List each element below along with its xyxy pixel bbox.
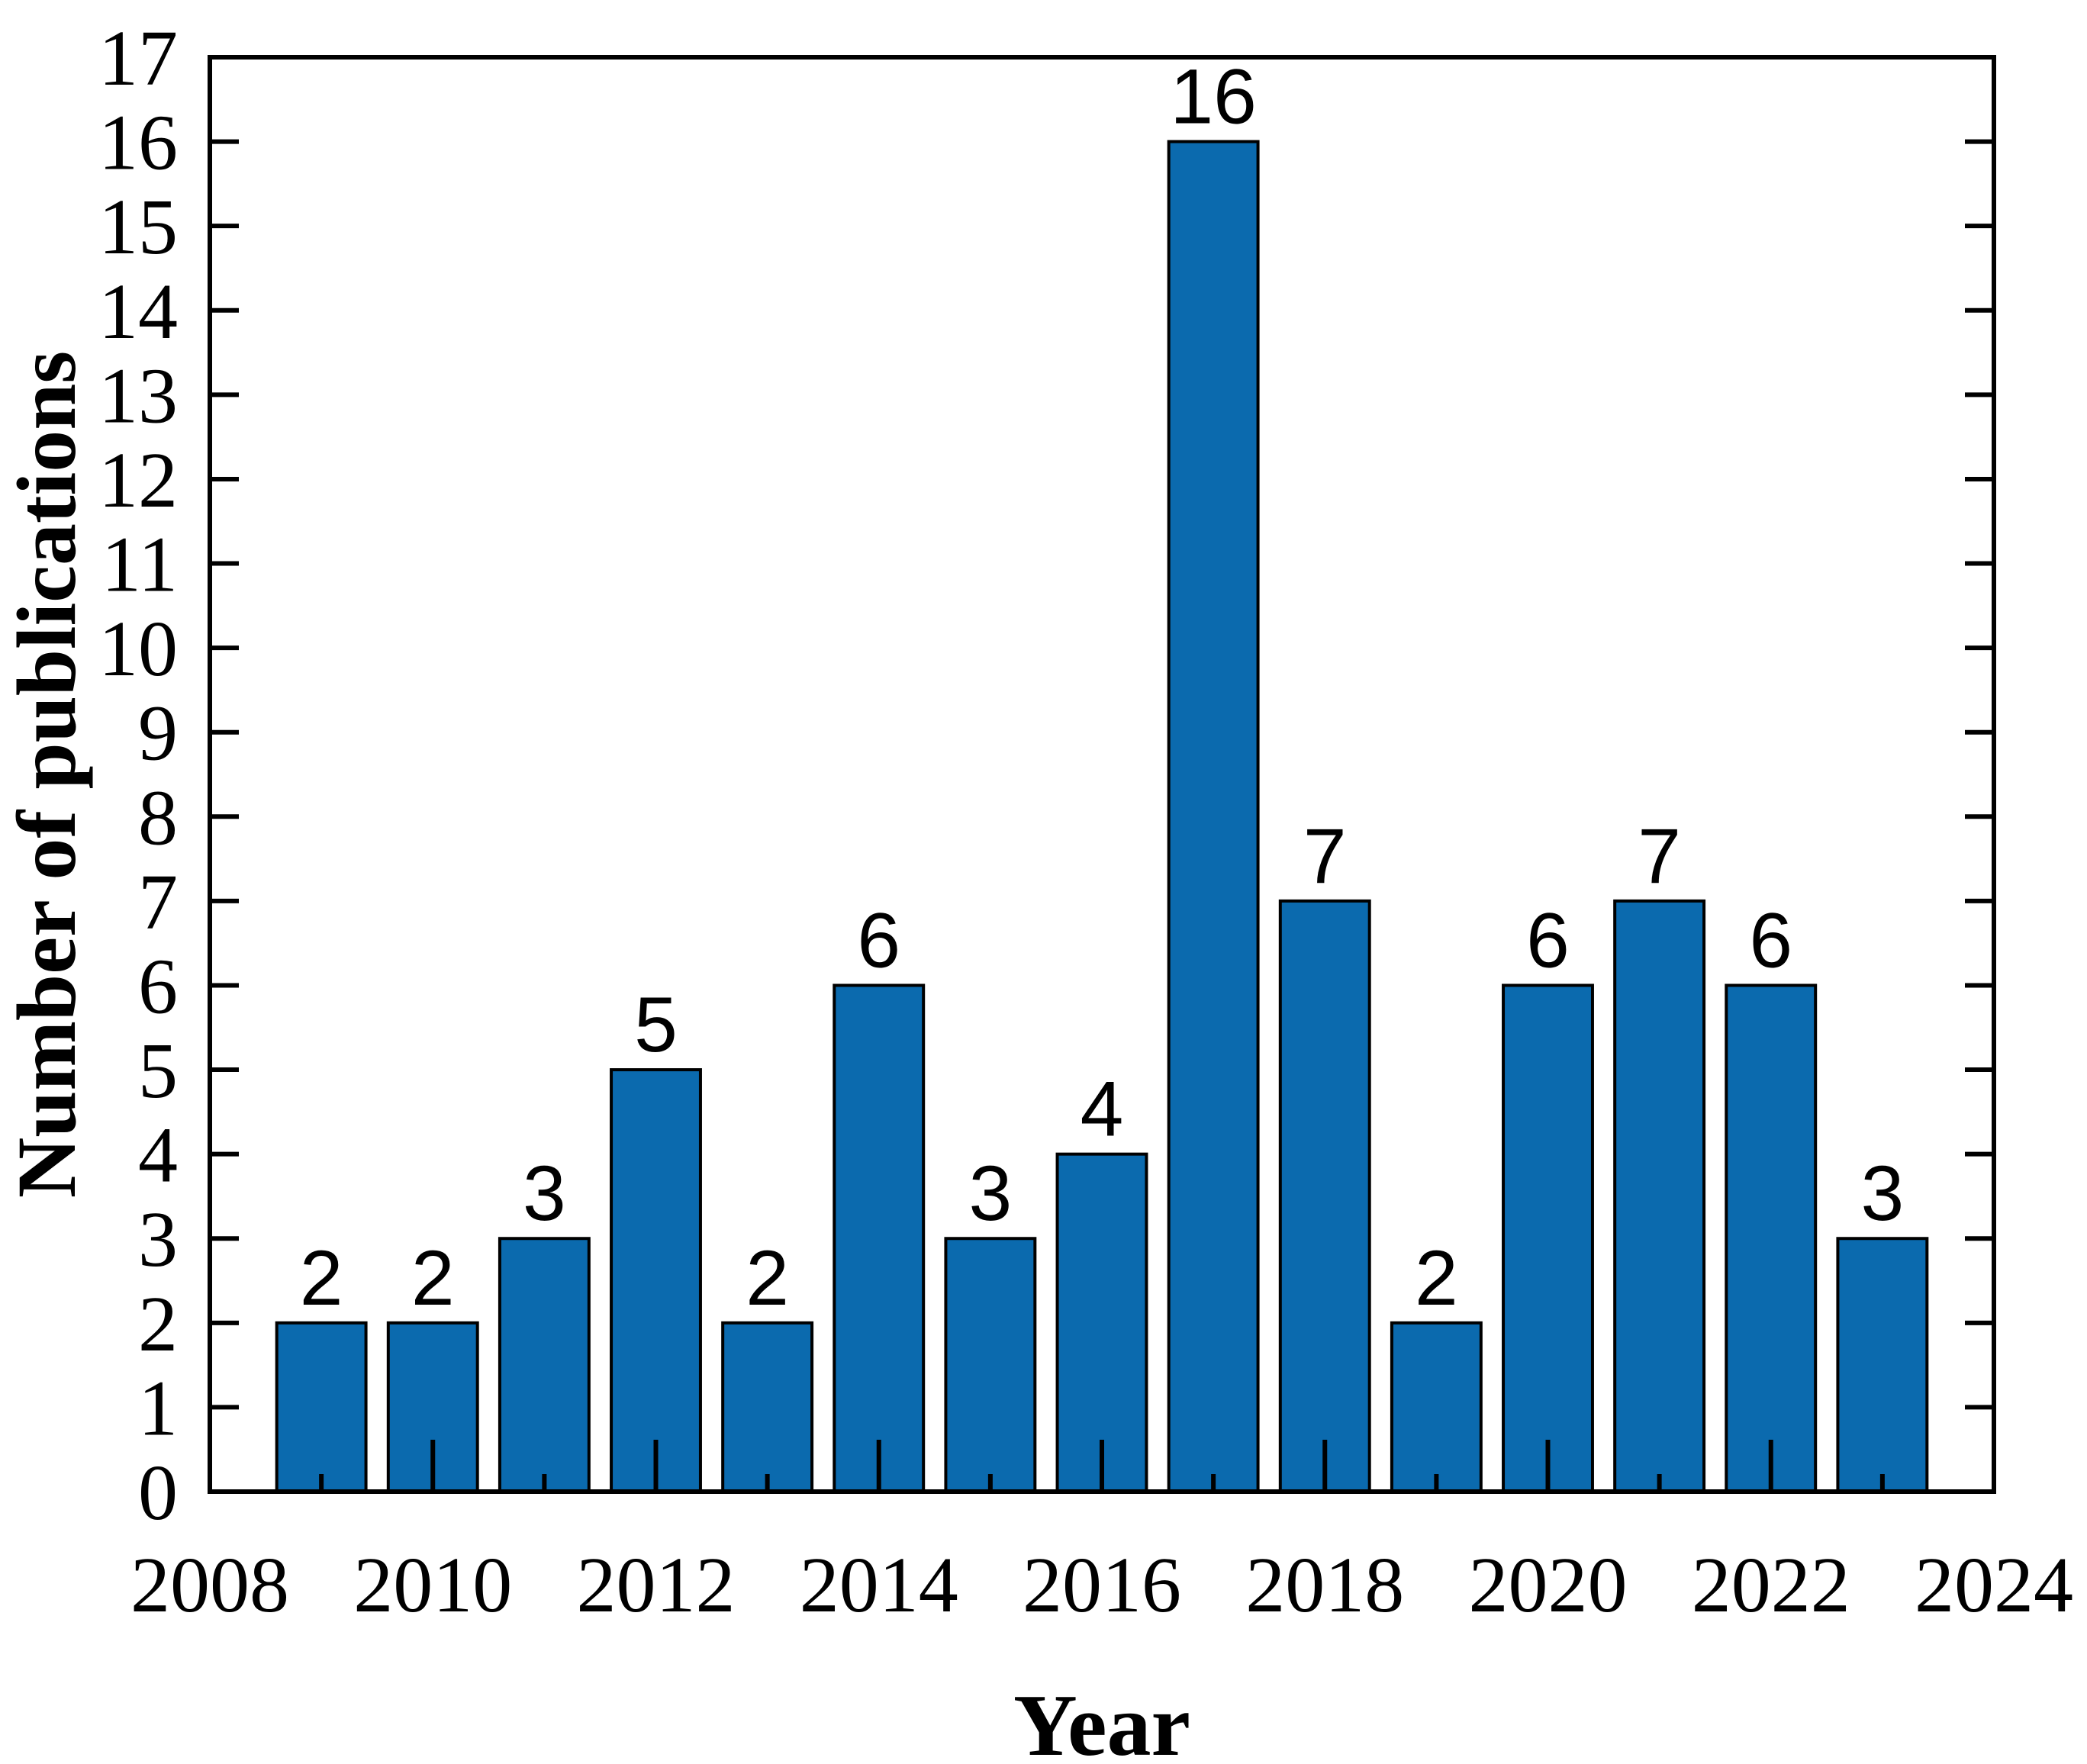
y-tick-label-9: 9 xyxy=(138,690,178,777)
x-tick-label-2018: 2018 xyxy=(1245,1541,1404,1629)
x-tick-label-2014: 2014 xyxy=(800,1541,958,1629)
bar-2014 xyxy=(833,983,926,1493)
x-axis-title: Year xyxy=(1013,1677,1190,1764)
bar-value-label-2018: 7 xyxy=(1303,813,1347,900)
y-tick-label-16: 16 xyxy=(98,99,178,187)
bar-2022 xyxy=(1725,983,1818,1493)
y-tick-label-15: 15 xyxy=(98,183,178,271)
y-tick-label-10: 10 xyxy=(98,605,178,693)
y-tick-label-6: 6 xyxy=(138,942,178,1030)
bar-value-label-2020: 6 xyxy=(1526,896,1570,983)
bar-value-label-2011: 3 xyxy=(523,1150,566,1237)
bar-value-label-2015: 3 xyxy=(969,1150,1013,1237)
y-tick-label-8: 8 xyxy=(138,774,178,861)
y-tick-label-7: 7 xyxy=(138,858,178,946)
y-tick-label-13: 13 xyxy=(98,352,178,439)
y-axis-title: Number of publications xyxy=(0,351,93,1198)
bar-2015 xyxy=(944,1237,1037,1494)
x-tick-label-2020: 2020 xyxy=(1469,1541,1628,1629)
x-tick-label-2010: 2010 xyxy=(353,1541,512,1629)
y-tick-label-2: 2 xyxy=(138,1280,178,1368)
x-tick-label-2022: 2022 xyxy=(1692,1541,1850,1629)
y-tick-label-5: 5 xyxy=(138,1027,178,1115)
bar-2019 xyxy=(1390,1321,1483,1493)
bar-2013 xyxy=(721,1321,814,1493)
bar-2020 xyxy=(1502,983,1594,1493)
bar-2009 xyxy=(275,1321,368,1493)
bar-value-label-2022: 6 xyxy=(1749,896,1792,983)
y-tick-label-3: 3 xyxy=(138,1196,178,1283)
bar-2017 xyxy=(1167,140,1260,1493)
bar-2012 xyxy=(610,1068,702,1493)
y-tick-label-4: 4 xyxy=(138,1112,178,1199)
bar-value-label-2023: 3 xyxy=(1861,1150,1905,1237)
bar-2011 xyxy=(498,1237,591,1494)
bar-2016 xyxy=(1055,1152,1148,1494)
y-tick-label-14: 14 xyxy=(98,268,178,356)
x-tick-label-2016: 2016 xyxy=(1023,1541,1181,1629)
y-tick-label-0: 0 xyxy=(138,1449,178,1537)
bar-value-label-2013: 2 xyxy=(746,1234,789,1321)
bar-2023 xyxy=(1836,1237,1929,1494)
bar-value-label-2019: 2 xyxy=(1415,1234,1458,1321)
bar-2018 xyxy=(1278,899,1371,1493)
x-tick-label-2012: 2012 xyxy=(577,1541,736,1629)
bar-value-label-2017: 16 xyxy=(1170,53,1256,140)
x-tick-label-2008: 2008 xyxy=(130,1541,289,1629)
bar-value-label-2010: 2 xyxy=(411,1234,455,1321)
bar-value-label-2021: 7 xyxy=(1638,813,1681,900)
bar-value-label-2014: 6 xyxy=(857,896,900,983)
bar-value-label-2016: 4 xyxy=(1081,1066,1124,1153)
y-tick-label-12: 12 xyxy=(98,436,178,524)
bar-value-label-2012: 5 xyxy=(634,981,678,1068)
y-tick-label-1: 1 xyxy=(138,1364,178,1452)
x-tick-label-2024: 2024 xyxy=(1915,1541,2073,1629)
bar-value-label-2009: 2 xyxy=(300,1234,343,1321)
y-tick-label-17: 17 xyxy=(98,14,178,102)
y-tick-label-11: 11 xyxy=(101,521,178,609)
plot-frame xyxy=(208,55,1996,1494)
bar-2021 xyxy=(1613,899,1706,1493)
